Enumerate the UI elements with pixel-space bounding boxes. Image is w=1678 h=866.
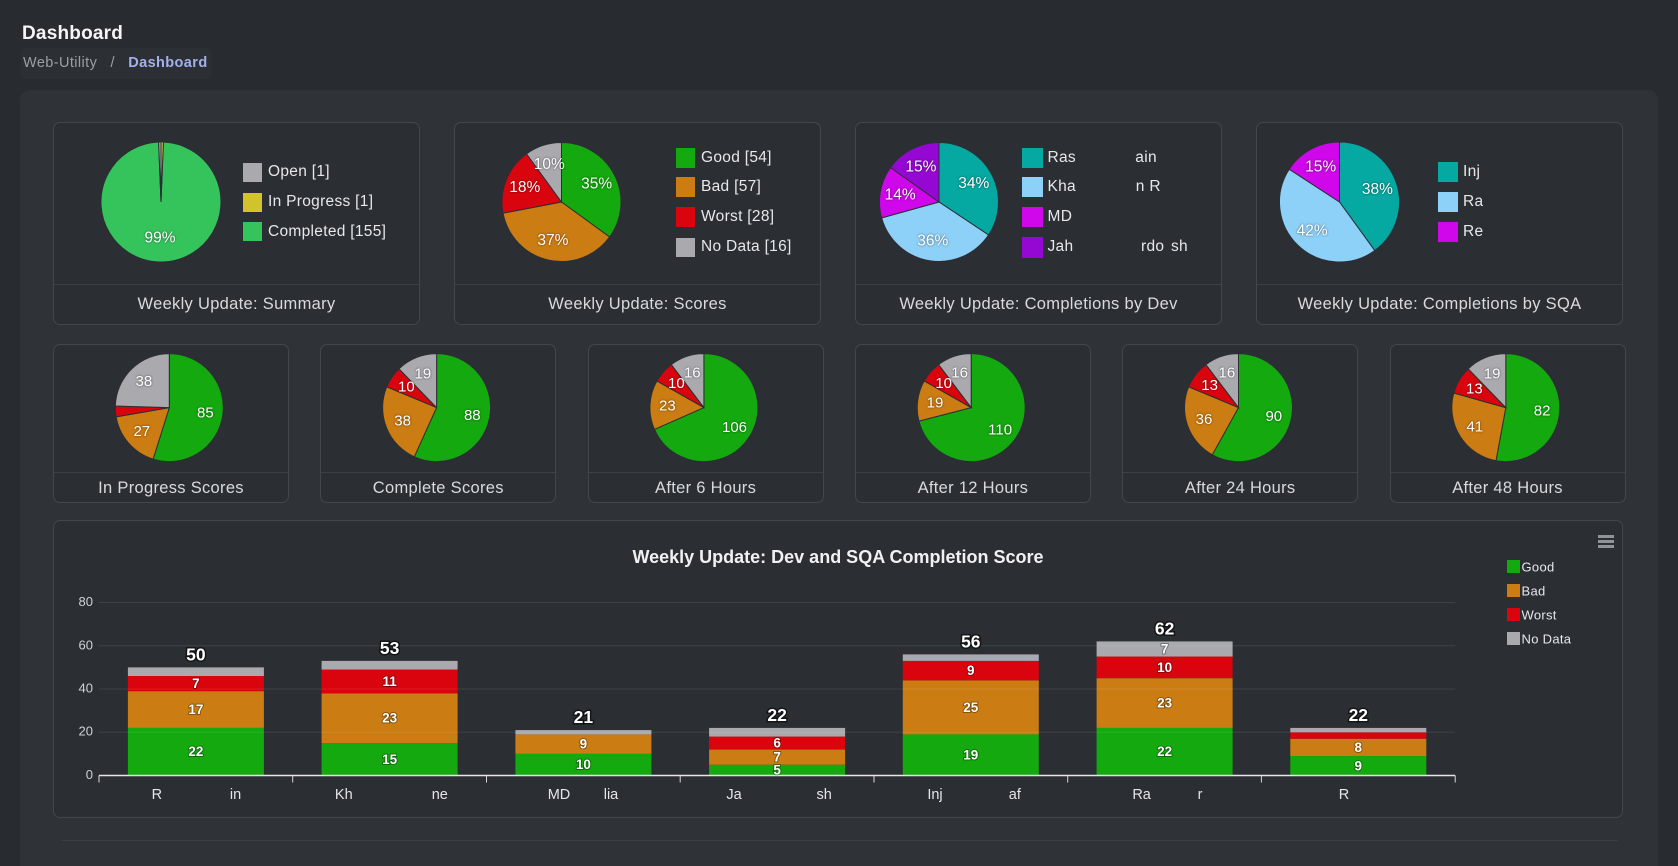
svg-text:36: 36: [1196, 411, 1213, 428]
svg-text:106: 106: [722, 419, 747, 436]
svg-text:9: 9: [1355, 758, 1363, 773]
svg-text:9: 9: [580, 737, 588, 752]
svg-text:13: 13: [1466, 380, 1483, 397]
svg-text:53: 53: [380, 638, 400, 658]
svg-text:Kh: Kh: [335, 787, 353, 803]
svg-text:15%: 15%: [1305, 159, 1336, 176]
svg-text:14%: 14%: [885, 187, 916, 204]
svg-text:R: R: [152, 787, 162, 803]
svg-text:35%: 35%: [581, 176, 612, 193]
svg-text:16: 16: [684, 365, 701, 382]
svg-text:10: 10: [1157, 660, 1172, 675]
svg-text:7: 7: [773, 750, 781, 765]
svg-text:85: 85: [197, 405, 214, 422]
svg-text:16: 16: [1219, 365, 1236, 382]
svg-text:lia: lia: [604, 787, 619, 803]
svg-text:7: 7: [1161, 642, 1169, 657]
svg-text:38: 38: [394, 413, 411, 430]
svg-text:19: 19: [927, 394, 944, 411]
svg-text:8: 8: [1355, 740, 1363, 755]
svg-text:13: 13: [1201, 377, 1218, 394]
svg-text:in: in: [230, 787, 241, 803]
svg-text:r: r: [1198, 787, 1203, 803]
svg-text:80: 80: [79, 594, 93, 609]
svg-text:18%: 18%: [509, 179, 540, 196]
svg-text:10: 10: [398, 379, 415, 396]
svg-text:9: 9: [967, 663, 975, 678]
svg-text:41: 41: [1466, 418, 1483, 435]
svg-text:22: 22: [1349, 705, 1369, 725]
svg-text:Ra: Ra: [1132, 787, 1151, 803]
svg-text:110: 110: [988, 421, 1012, 438]
svg-text:11: 11: [382, 674, 397, 689]
svg-text:82: 82: [1534, 402, 1551, 419]
svg-text:34%: 34%: [958, 175, 989, 192]
svg-text:60: 60: [79, 637, 93, 652]
svg-text:af: af: [1009, 787, 1022, 803]
svg-text:23: 23: [382, 711, 398, 726]
svg-text:10%: 10%: [534, 156, 565, 173]
svg-text:0: 0: [86, 767, 93, 782]
svg-text:7: 7: [192, 676, 200, 691]
svg-text:15: 15: [382, 752, 398, 767]
svg-text:56: 56: [961, 631, 981, 651]
svg-text:90: 90: [1265, 408, 1282, 425]
svg-text:10: 10: [935, 375, 952, 392]
svg-text:23: 23: [1157, 696, 1173, 711]
svg-text:15%: 15%: [905, 158, 936, 175]
svg-text:5: 5: [773, 763, 781, 778]
svg-text:10: 10: [576, 757, 591, 772]
svg-text:sh: sh: [817, 787, 832, 803]
svg-text:40: 40: [79, 681, 93, 696]
svg-text:19: 19: [415, 365, 432, 382]
svg-text:19: 19: [1484, 365, 1501, 382]
svg-text:16: 16: [951, 365, 968, 382]
svg-text:10: 10: [668, 375, 685, 392]
svg-text:22: 22: [188, 744, 203, 759]
svg-text:99%: 99%: [144, 230, 175, 247]
svg-text:ne: ne: [432, 787, 448, 803]
svg-text:38: 38: [136, 373, 153, 390]
svg-text:88: 88: [464, 407, 481, 424]
svg-text:MD: MD: [548, 787, 571, 803]
svg-text:42%: 42%: [1297, 222, 1328, 239]
svg-text:Ja: Ja: [726, 787, 742, 803]
svg-text:27: 27: [133, 423, 150, 440]
svg-text:22: 22: [1157, 744, 1172, 759]
svg-text:17: 17: [188, 702, 203, 717]
svg-text:21: 21: [574, 707, 594, 727]
svg-text:38%: 38%: [1362, 181, 1393, 198]
svg-text:25: 25: [963, 700, 979, 715]
svg-text:62: 62: [1155, 618, 1175, 638]
svg-text:R: R: [1339, 787, 1349, 803]
svg-text:20: 20: [79, 724, 93, 739]
svg-text:50: 50: [186, 644, 206, 664]
svg-text:22: 22: [767, 705, 787, 725]
svg-text:Inj: Inj: [927, 787, 942, 803]
svg-text:19: 19: [963, 748, 978, 763]
svg-text:37%: 37%: [537, 232, 568, 249]
svg-text:6: 6: [773, 736, 781, 751]
svg-text:36%: 36%: [917, 233, 948, 250]
svg-text:23: 23: [659, 397, 676, 414]
